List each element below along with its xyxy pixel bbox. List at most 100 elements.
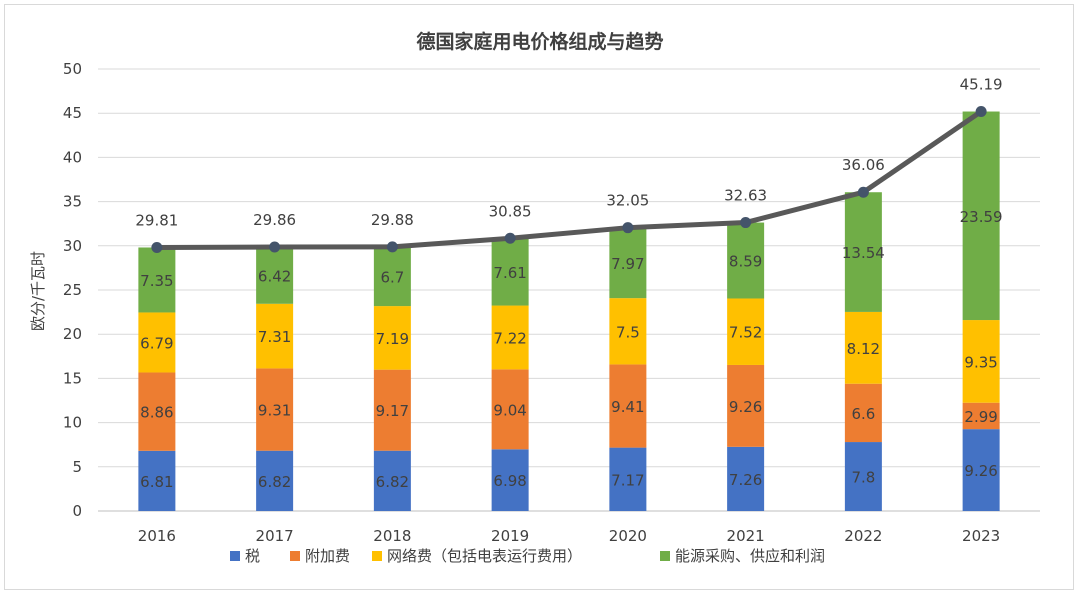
bar-segment: [138, 450, 176, 511]
bar-segment: [609, 364, 647, 448]
bar-segment: [609, 227, 647, 299]
gridlines: [98, 68, 1040, 512]
bar-segment: [609, 298, 647, 365]
bar-segment: [962, 111, 1000, 321]
segment-value-label: 8.59: [729, 253, 762, 271]
bar-segment: [138, 372, 176, 451]
segment-value-label: 6.7: [380, 268, 404, 286]
y-tick-label: 35: [63, 193, 82, 211]
segment-value-label: 6.81: [140, 473, 173, 491]
segment-value-label: 7.52: [729, 324, 762, 342]
bar-segment: [727, 364, 765, 447]
segment-value-label: 6.6: [851, 405, 875, 423]
bar-segment: [373, 246, 411, 307]
bar-segment: [256, 450, 294, 511]
y-tick-label: 20: [63, 325, 82, 343]
total-marker: [857, 186, 869, 198]
segment-value-label: 7.5: [616, 323, 640, 341]
bar-segment: [138, 312, 176, 373]
total-value-label: 29.88: [371, 211, 414, 229]
total-marker: [386, 241, 398, 253]
bar-segment: [256, 303, 294, 369]
segment-value-label: 7.26: [729, 471, 762, 489]
x-tick-label: 2020: [609, 527, 647, 545]
bar-segment: [491, 238, 529, 306]
bar-segment: [491, 305, 529, 370]
segment-value-label: 23.59: [960, 208, 1003, 226]
bar-segment: [609, 447, 647, 511]
total-value-label: 29.81: [135, 211, 178, 229]
bar-segment: [256, 247, 294, 304]
bar-segment: [962, 320, 1000, 403]
legend: 税 附加费 网络费（包括电表运行费用） 能源采购、供应和利润: [230, 547, 825, 565]
y-tick-label: 45: [63, 104, 82, 122]
segment-value-label: 7.61: [493, 264, 526, 282]
legend-label: 网络费（包括电表运行费用）: [387, 547, 582, 565]
bar-segment: [844, 442, 882, 511]
bar-segment: [844, 383, 882, 443]
bar-segment: [727, 446, 765, 511]
y-axis-label: 欧分/千瓦时: [29, 251, 47, 331]
x-tick-label: 2018: [373, 527, 411, 545]
y-tick-label: 0: [72, 502, 82, 520]
bar-segment: [727, 298, 765, 365]
y-tick-label: 5: [72, 458, 82, 476]
x-tick-label: 2019: [491, 527, 529, 545]
segment-value-label: 6.98: [493, 472, 526, 490]
segment-value-label: 9.26: [729, 398, 762, 416]
y-tick-label: 15: [63, 369, 82, 387]
segment-value-label: 7.22: [493, 329, 526, 347]
segment-value-label: 7.35: [140, 272, 173, 290]
x-tick-label: 2021: [727, 527, 765, 545]
legend-swatch: [372, 551, 382, 561]
segment-value-label: 6.82: [258, 473, 291, 491]
segment-value-label: 8.86: [140, 404, 173, 422]
bar-segment: [138, 247, 176, 313]
segment-value-label: 9.41: [611, 398, 644, 416]
segment-value-label: 13.54: [842, 244, 885, 262]
legend-swatch: [290, 551, 300, 561]
y-tick-labels: 0 5 10 15 20 25 30 35 40 45 50: [63, 60, 82, 520]
segment-value-label: 7.31: [258, 328, 291, 346]
y-tick-label: 25: [63, 281, 82, 299]
y-tick-label: 40: [63, 148, 82, 166]
segment-value-label: 7.19: [376, 330, 409, 348]
bar-segment: [373, 450, 411, 511]
bar-segment: [256, 368, 294, 451]
total-value-label: 45.19: [960, 76, 1003, 94]
bar-segment: [962, 402, 1000, 430]
segment-value-label: 2.99: [964, 408, 997, 426]
total-marker: [622, 222, 634, 234]
bar-segment: [962, 429, 1000, 511]
segment-value-label: 9.17: [376, 402, 409, 420]
total-polyline: [154, 109, 984, 250]
legend-label: 附加费: [305, 547, 350, 565]
legend-swatch: [660, 551, 670, 561]
segment-value-label: 6.42: [258, 267, 291, 285]
segment-value-label: 8.12: [847, 340, 880, 358]
segment-value-label: 9.31: [258, 402, 291, 420]
segment-value-label: 6.79: [140, 334, 173, 352]
total-value-label: 30.85: [489, 202, 532, 220]
segment-labels: 6.81 8.86 6.79 7.35 6.82 9.31 7.31 6.42 6.82 9.17…: [140, 208, 1002, 491]
y-tick-label: 30: [63, 237, 82, 255]
chart-title: 德国家庭用电价格组成与趋势: [416, 30, 663, 53]
legend-label: 能源采购、供应和利润: [675, 547, 825, 565]
total-value-label: 32.05: [606, 192, 649, 210]
legend-label: 税: [245, 547, 260, 565]
total-value-label: 32.63: [724, 187, 767, 205]
x-tick-label: 2023: [962, 527, 1000, 545]
y-tick-label: 50: [63, 60, 82, 78]
y-tick-label: 10: [63, 414, 82, 432]
total-marker: [269, 241, 281, 253]
bar-segment: [727, 222, 765, 299]
bar-segment: [491, 449, 529, 511]
legend-swatch: [230, 551, 240, 561]
segment-value-label: 9.35: [964, 353, 997, 371]
total-labels: 29.81 29.86 29.88 30.85 32.05 32.63 36.06 45.19: [135, 76, 1002, 230]
segment-value-label: 9.26: [964, 462, 997, 480]
total-marker: [504, 232, 516, 244]
x-tick-label: 2016: [138, 527, 176, 545]
segment-value-label: 7.17: [611, 471, 644, 489]
